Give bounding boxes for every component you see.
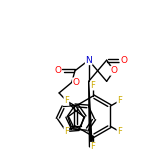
Text: F: F (64, 127, 69, 136)
Text: F: F (90, 81, 95, 90)
Text: O: O (73, 78, 79, 87)
Text: O: O (55, 66, 62, 75)
Text: O: O (111, 66, 117, 75)
Text: O: O (120, 56, 127, 65)
Polygon shape (89, 81, 92, 147)
Text: F: F (64, 96, 69, 105)
Text: F: F (117, 127, 122, 136)
Text: N: N (85, 56, 92, 65)
Text: F: F (117, 96, 122, 105)
Text: F: F (90, 142, 95, 151)
